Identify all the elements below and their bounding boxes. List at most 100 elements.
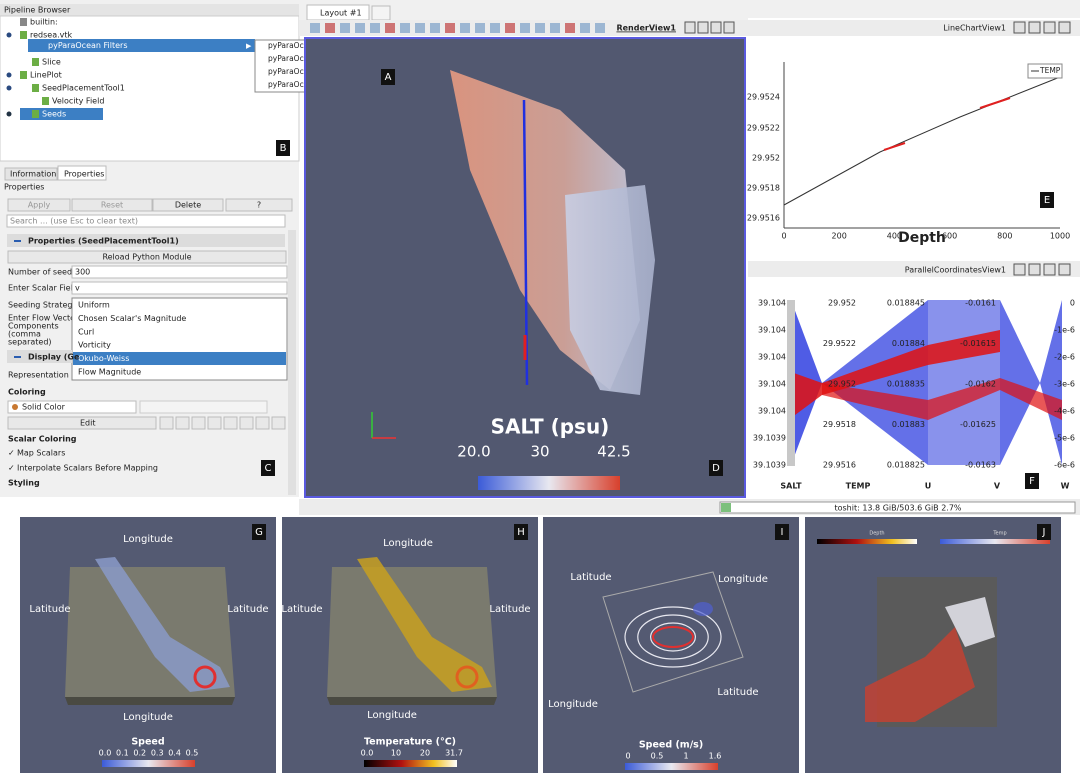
view-name: LineChartView1	[943, 24, 1006, 33]
axis-name: V	[994, 482, 1001, 491]
annotation-box	[1040, 192, 1054, 208]
axis-tick-label: 0	[1070, 299, 1075, 308]
tab-label: Information	[10, 170, 56, 179]
memory-used	[721, 503, 731, 512]
button	[225, 198, 293, 212]
axis-label: Longitude	[383, 538, 433, 549]
field-label: separated)	[8, 338, 52, 347]
axis-tick-label: 29.952	[828, 380, 856, 389]
axis-tick-label: 29.952	[828, 299, 856, 308]
memory-bar	[719, 501, 1076, 514]
axis-tick-label: 29.9516	[823, 461, 856, 470]
dropdown-item: Flow Magnitude	[78, 368, 141, 377]
field-label: Enter Flow Vector	[8, 314, 79, 323]
axis-label: Longitude	[123, 534, 173, 545]
axis-name: W	[1061, 482, 1070, 491]
panel-title: Pipeline Browser	[4, 6, 71, 15]
axis-label: Longitude	[548, 699, 598, 710]
axis-tick-label: 0.018835	[887, 380, 925, 389]
collapse-icon	[14, 356, 21, 358]
y-tick-label: 29.9524	[747, 93, 780, 102]
x-tick-label: 600	[942, 232, 957, 241]
y-tick-label: 29.9516	[747, 214, 780, 223]
pipeline-item: SeedPlacementTool1	[42, 84, 125, 93]
annotation-letter: G	[255, 527, 263, 538]
axis-tick-label: -3e-6	[1054, 380, 1075, 389]
volume-box	[602, 571, 744, 693]
button-label: ?	[257, 201, 261, 210]
colorbar-tick: 30	[530, 443, 549, 461]
axis-tick-label: -5e-6	[1054, 434, 1075, 443]
view-button	[1013, 263, 1026, 276]
field-label: Representation	[8, 371, 69, 380]
axis-label: Longitude	[718, 574, 768, 585]
toolbar-icon	[445, 23, 455, 33]
colorbar-tick: 1.6	[709, 752, 722, 761]
pipeline-item: Seeds	[42, 110, 66, 119]
colorbar-tick: 42.5	[597, 443, 630, 461]
annotation-box	[1025, 473, 1039, 489]
status-text: toshit: 13.8 GiB/503.6 GiB 2.7%	[834, 504, 961, 513]
section-title: Coloring	[8, 388, 46, 397]
pipeline-item: builtin:	[30, 18, 58, 27]
toolbar-icon	[505, 23, 515, 33]
button	[7, 198, 71, 212]
axis-tick-label: -0.0163	[965, 461, 996, 470]
toolbar-icon	[400, 23, 410, 33]
annotation-box	[381, 69, 395, 85]
sea-shape	[95, 557, 230, 692]
annotation-letter: E	[1044, 195, 1050, 206]
colorbar-tick: 10	[391, 749, 401, 758]
colorbar-tick: 20.0	[457, 443, 490, 461]
view-button	[1028, 263, 1041, 276]
toolbar-icon	[370, 23, 380, 33]
pipeline-item: redsea.vtk	[30, 31, 73, 40]
toolbar-icon	[460, 23, 470, 33]
tab-active	[57, 165, 107, 181]
tab-label: Properties	[64, 170, 104, 179]
red-band	[822, 378, 1062, 420]
section-title: Display (Ge	[28, 353, 80, 362]
axis-label: Temp	[992, 531, 1006, 537]
toolbar-icon	[340, 23, 350, 33]
dropdown	[71, 297, 288, 381]
axis-tick-label: 39.104	[758, 353, 786, 362]
field-value: v	[75, 284, 80, 293]
toolbar-icon	[595, 23, 605, 33]
highlight-segment	[883, 142, 906, 151]
button	[71, 198, 153, 212]
tool-button	[159, 416, 174, 430]
view-toolbar	[748, 20, 1080, 36]
colorbar	[478, 476, 620, 490]
x-tick-label: 800	[997, 232, 1012, 241]
red-band	[928, 330, 1000, 365]
pipeline-icon	[20, 18, 27, 26]
view-button	[1058, 21, 1071, 34]
checkmark: ✓	[8, 464, 15, 473]
eye-icon	[6, 111, 12, 117]
section-title: Properties (SeedPlacementTool1)	[28, 237, 179, 246]
input-box	[71, 265, 288, 279]
annotation-letter: C	[265, 463, 272, 474]
colorbar	[364, 760, 457, 767]
view-button	[684, 21, 696, 34]
eddy	[693, 602, 713, 616]
colorbar-tick: 0.5	[186, 749, 199, 758]
view-button	[1043, 21, 1056, 34]
x-tick-label: 400	[887, 232, 902, 241]
pipeline-header	[0, 4, 299, 16]
view-button	[1058, 263, 1071, 276]
axis-tick-label: -0.01625	[960, 420, 996, 429]
field-label: (comma	[8, 330, 41, 339]
view-toolbar	[748, 261, 1080, 277]
search-box	[6, 214, 286, 228]
axis-tick-label: -0.0161	[965, 299, 996, 308]
color-icon	[12, 404, 18, 410]
toolbar-icon	[520, 23, 530, 33]
panel-title: Properties	[4, 183, 44, 192]
field-value: 300	[75, 268, 90, 277]
eye-icon	[6, 85, 12, 91]
colorbar-tick: 0.5	[651, 752, 664, 761]
axis-label: Longitude	[123, 712, 173, 723]
axis-tick-label: 39.104	[758, 299, 786, 308]
